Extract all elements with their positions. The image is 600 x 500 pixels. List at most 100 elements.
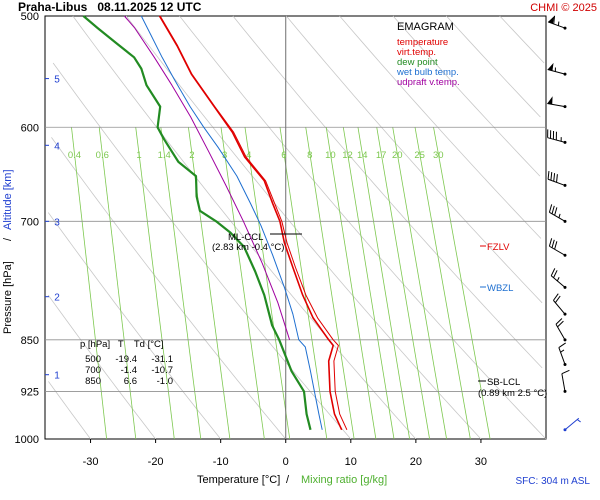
mixing-ratio-label: 30 [433,150,444,161]
mixing-ratio-label: 3 [222,150,227,161]
wind-barb-flag [561,369,570,375]
wind-barb [547,129,567,144]
wind-barbs [547,15,581,432]
dry-adiabat [47,212,221,440]
temperature-tick-label: 0 [283,456,289,468]
mixing-ratio-label: 10 [325,150,336,161]
wind-barb-half-flag [576,419,581,423]
fzlv-annotation: FZLV [480,242,510,253]
mixing-ratio-line [357,127,411,440]
wind-barb-staff [558,347,566,365]
mixing-ratio-label: 1 [136,150,141,161]
x-axis-separator: / [286,474,290,486]
mixing-ratio-lines [71,127,491,440]
sb-lcl-value: (0.89 km 2.5 °C) [478,388,547,399]
wind-barb [548,204,567,223]
wind-barb-flag [548,204,553,213]
mixing-ratio-line [244,127,291,440]
mixing-ratio-line [376,127,430,440]
credit-label: CHMI © 2025 [530,2,597,14]
altitude-tick-label: 5 [54,75,60,86]
wind-barb-flag [553,173,556,182]
legend-item-virt-temp: virt.temp. [397,47,436,58]
legend-item-dew-point: dew point [397,57,438,68]
mixing-ratio-line [135,127,175,440]
pressure-tick-label: 1000 [15,434,39,446]
legend-item-updraft: udpraft v.temp. [397,77,460,88]
wind-barb-flag [557,320,564,328]
temperature-tick-labels: -30 -20 -10 0 10 20 30 [83,439,487,468]
wind-barb-station [563,389,567,393]
wind-barb-flag [554,295,561,303]
mixing-ratio-label: 0.6 [96,150,109,161]
table-row-p: 500 [85,354,101,365]
mixing-ratio-label: 1.4 [158,150,171,161]
mixing-ratio-label: 12 [342,150,353,161]
mixing-ratio-labels: 0.4 0.6 1 1.4 2 3 4 6 8 10 12 14 17 20 25 30 [68,150,444,161]
wind-barb-flag [556,174,558,183]
wind-barb-staff [553,300,566,315]
wind-barb [547,171,567,187]
wind-barb-pennant [548,15,555,24]
dry-adiabat [286,15,543,304]
mixing-ratio-label: 8 [307,150,312,161]
wind-barb [558,342,567,366]
mixing-ratio-line [342,127,395,440]
altitude-tick-label: 1 [54,371,60,382]
pressure-tick-label: 925 [21,386,39,398]
wind-barb-staff [564,417,580,431]
wind-barb-station [563,105,567,109]
dry-adiabat [499,15,545,64]
wind-barb-station [563,312,567,316]
wind-barb-flag [554,207,558,216]
wind-barb-flag [550,172,553,181]
legend: EMAGRAM temperature virt.temp. dew point… [396,21,460,88]
chart-title: Praha-Libus 08.11.2025 12 UTC [18,0,202,14]
dry-adiabat [72,15,417,440]
wind-barb-station [563,362,567,366]
mixing-ratio-line [392,127,447,440]
wind-barb [547,62,567,76]
table-row-p: 700 [85,365,101,376]
wind-barb-half-flag [560,349,565,353]
wind-barb-pennant [547,62,554,71]
ml-ccl-label: ML-CCL [228,232,263,243]
wind-barb-station [563,140,567,144]
mixing-ratio-label: 6 [281,150,286,161]
mixing-ratio-line [220,127,265,440]
mixing-ratio-label: 20 [392,150,403,161]
isobar-lines [45,126,546,392]
mixing-ratio-line [414,127,471,440]
table-header: p [hPa] T Td [°C] [80,339,164,350]
sb-lcl-label: SB-LCL [487,377,520,388]
dry-adiabat [179,15,547,440]
altitude-tick-label: 3 [54,217,60,228]
wind-barb-flag [550,268,556,277]
y-axis-secondary-title: Altitude [km] [2,169,14,230]
table-row-p: 850 [85,376,101,387]
wind-barb-pennant [547,96,553,105]
dry-adiabat [52,62,352,440]
mixing-ratio-line [433,127,491,440]
ml-ccl-value: (2.83 km -0.4 °C) [212,242,284,253]
wind-barb [547,96,567,109]
dry-adiabat [51,137,287,440]
dry-adiabats [47,15,547,440]
temperature-tick-label: 20 [410,456,422,468]
fzlv-label: FZLV [487,242,510,253]
temperature-tick-label: -10 [213,456,229,468]
mixing-ratio-label: 0.4 [68,150,81,161]
mixing-ratio-label: 14 [357,150,368,161]
wind-barb-station [563,26,567,30]
wind-barb-staff [547,69,566,75]
wind-barb-flag [554,241,558,250]
mixing-ratio-line [305,127,355,440]
profile-series [82,15,348,431]
wind-barb-flag [555,318,563,325]
mixing-ratio-label: 4 [246,150,251,161]
legend-item-wet-bulb: wet bulb temp. [396,67,459,78]
wind-barb-station [563,285,567,289]
wind-barb [553,293,567,316]
